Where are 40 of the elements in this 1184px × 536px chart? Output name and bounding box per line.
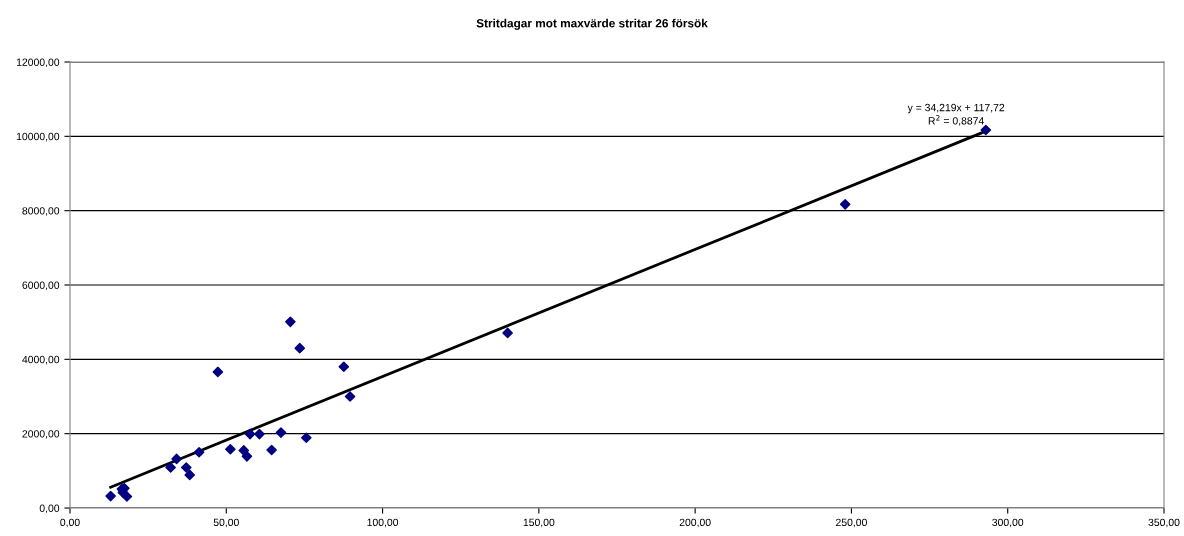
y-tick-label: 0,00 [39, 504, 60, 514]
point [839, 199, 851, 210]
point [294, 342, 306, 354]
x-tick-label: 100,00 [367, 518, 399, 528]
y-tick-label: 2000,00 [22, 430, 60, 439]
point [225, 443, 236, 455]
x-tick-label: 350,00 [1148, 518, 1180, 528]
point [338, 361, 350, 373]
point [105, 490, 116, 502]
point [254, 428, 265, 440]
point [301, 432, 312, 444]
point [502, 327, 513, 339]
x-tick-label: 150,00 [523, 518, 555, 528]
point [266, 444, 277, 456]
annotation: R$^{2}$ = 0,8874 [928, 115, 984, 126]
point [171, 453, 182, 465]
x-tick-label: 0,00 [60, 518, 80, 528]
point [344, 391, 356, 402]
y-tick-label: 8000,00 [22, 207, 60, 216]
x-tick-label: 50,00 [213, 518, 239, 528]
point [184, 469, 196, 481]
point [121, 491, 133, 502]
point [241, 451, 253, 462]
annotation: y = 34,219x + 117,72 [907, 103, 1005, 114]
y-tick-label: 6000,00 [22, 281, 60, 291]
chart-title: Stritdagar mot maxvärde stritar 26 försök [476, 18, 708, 30]
x-tick-label: 250,00 [836, 518, 867, 528]
y-tick-label: 4000,00 [22, 355, 60, 365]
y-tick-label: 12000,00 [16, 58, 60, 68]
point [980, 124, 992, 136]
y-tick-label: 10000,00 [16, 132, 60, 142]
point [165, 462, 176, 473]
x-tick-label: 300,00 [992, 518, 1024, 528]
point [193, 446, 205, 458]
point [285, 316, 296, 328]
point [180, 462, 192, 473]
point [244, 428, 256, 440]
x-tick-label: 200,00 [679, 518, 711, 528]
point [275, 427, 287, 438]
point [212, 366, 224, 378]
